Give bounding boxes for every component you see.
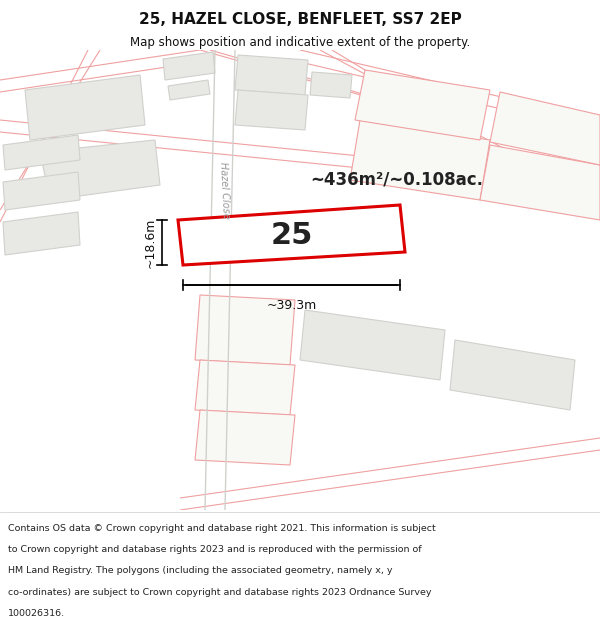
Polygon shape bbox=[163, 52, 215, 80]
Polygon shape bbox=[168, 80, 210, 100]
Polygon shape bbox=[450, 340, 575, 410]
Text: 25, HAZEL CLOSE, BENFLEET, SS7 2EP: 25, HAZEL CLOSE, BENFLEET, SS7 2EP bbox=[139, 12, 461, 28]
Polygon shape bbox=[178, 205, 405, 265]
Text: 25: 25 bbox=[271, 221, 313, 250]
Polygon shape bbox=[235, 55, 308, 95]
Polygon shape bbox=[480, 145, 600, 220]
Polygon shape bbox=[300, 310, 445, 380]
Polygon shape bbox=[310, 72, 352, 98]
Text: Hazel Close: Hazel Close bbox=[218, 161, 230, 219]
Polygon shape bbox=[195, 410, 295, 465]
Polygon shape bbox=[490, 92, 600, 165]
Polygon shape bbox=[25, 75, 145, 140]
Polygon shape bbox=[3, 212, 80, 255]
Text: Map shows position and indicative extent of the property.: Map shows position and indicative extent… bbox=[130, 36, 470, 49]
Polygon shape bbox=[40, 140, 160, 200]
Text: Contains OS data © Crown copyright and database right 2021. This information is : Contains OS data © Crown copyright and d… bbox=[8, 524, 436, 532]
Polygon shape bbox=[235, 90, 308, 130]
Text: ~39.3m: ~39.3m bbox=[266, 299, 317, 312]
Polygon shape bbox=[195, 295, 295, 365]
Text: ~18.6m: ~18.6m bbox=[144, 217, 157, 268]
Polygon shape bbox=[3, 172, 80, 210]
Text: co-ordinates) are subject to Crown copyright and database rights 2023 Ordnance S: co-ordinates) are subject to Crown copyr… bbox=[8, 588, 431, 597]
Text: to Crown copyright and database rights 2023 and is reproduced with the permissio: to Crown copyright and database rights 2… bbox=[8, 545, 421, 554]
Text: 100026316.: 100026316. bbox=[8, 609, 65, 618]
Polygon shape bbox=[195, 360, 295, 415]
Text: ~436m²/~0.108ac.: ~436m²/~0.108ac. bbox=[310, 171, 483, 189]
Text: HM Land Registry. The polygons (including the associated geometry, namely x, y: HM Land Registry. The polygons (includin… bbox=[8, 566, 392, 576]
Polygon shape bbox=[350, 120, 490, 200]
Polygon shape bbox=[355, 70, 490, 140]
Polygon shape bbox=[3, 135, 80, 170]
